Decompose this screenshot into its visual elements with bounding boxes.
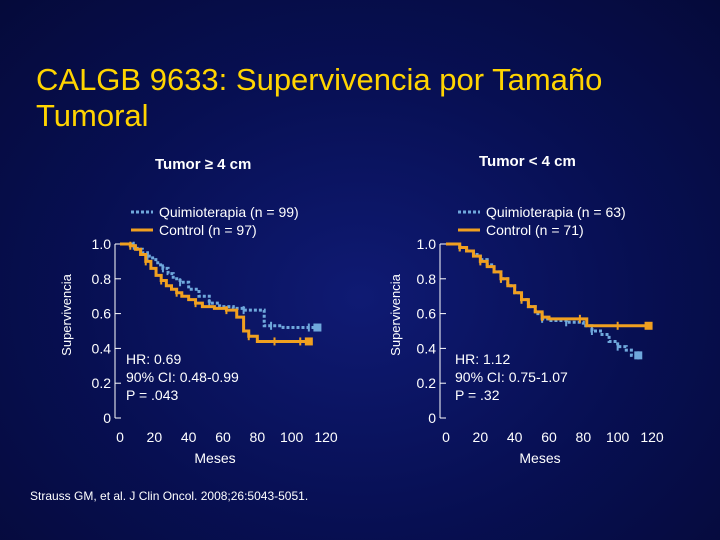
chart-right-control-curve <box>446 242 649 328</box>
citation: Strauss GM, et al. J Clin Oncol. 2008;26… <box>30 489 309 503</box>
chart-right-y-axis-label: Supervivencia <box>388 273 403 355</box>
chart-left-y-axis-label: Supervivencia <box>59 273 74 355</box>
chart-left-x-tick-label: 40 <box>181 429 197 445</box>
chart-right-x-tick-label: 0 <box>442 429 450 445</box>
chart-right-y-tick-label: 1.0 <box>417 236 437 252</box>
chart-right-y-tick-label: 0.4 <box>417 340 437 356</box>
chart-left-x-axis-label: Meses <box>194 450 235 466</box>
chart-left-y-tick-label: 0.2 <box>92 375 112 391</box>
chart-right-chemo-end-marker <box>634 351 643 360</box>
chart-left-x-tick-label: 120 <box>314 429 338 445</box>
chart-left-y-tick-label: 0.6 <box>92 306 112 322</box>
chart-right-y-tick-label: 0 <box>428 410 436 426</box>
chart-right-stats-line: 90% CI: 0.75-1.07 <box>455 369 568 385</box>
chart-right-legend-chemo-label: Quimioterapia (n = 63) <box>486 204 626 220</box>
chart-left-legend-control-label: Control (n = 97) <box>159 222 257 238</box>
chart-left-y-tick-label: 0.8 <box>92 271 112 287</box>
chart-right-stats-line: HR: 1.12 <box>455 351 510 367</box>
chart-right-y-tick-label: 0.6 <box>417 306 437 322</box>
chart-right-legend-control-label: Control (n = 71) <box>486 222 584 238</box>
panel-title-right: Tumor < 4 cm <box>479 153 576 170</box>
chart-right-y-tick-label: 0.2 <box>417 375 437 391</box>
slide-title: CALGB 9633: Supervivencia por Tamaño Tum… <box>36 62 603 133</box>
chart-left-stats-line: HR: 0.69 <box>126 351 181 367</box>
chart-left-y-tick-label: 0.4 <box>92 340 112 356</box>
chart-right-x-axis-label: Meses <box>519 450 560 466</box>
chart-left-chemo-curve <box>120 242 318 330</box>
chart-left-y-tick-label: 0 <box>103 410 111 426</box>
chart-left-chemo-end-marker <box>313 323 322 332</box>
chart-left-stats-line: P = .043 <box>126 387 179 403</box>
chart-right-stats-line: P = .32 <box>455 387 500 403</box>
chart-left-x-tick-label: 80 <box>250 429 266 445</box>
chart-left-x-tick-label: 0 <box>116 429 124 445</box>
chart-left-x-tick-label: 60 <box>215 429 231 445</box>
chart-right-x-tick-label: 120 <box>640 429 664 445</box>
chart-left-legend-chemo-label: Quimioterapia (n = 99) <box>159 204 299 220</box>
chart-right-control-end-marker <box>644 321 653 330</box>
chart-left-stats-line: 90% CI: 0.48-0.99 <box>126 369 239 385</box>
chart-right-x-tick-label: 60 <box>541 429 557 445</box>
chart-left-x-tick-label: 100 <box>280 429 304 445</box>
chart-left-x-tick-label: 20 <box>147 429 163 445</box>
chart-right-x-tick-label: 80 <box>576 429 592 445</box>
chart-right-x-tick-label: 100 <box>606 429 630 445</box>
panel-title-left: Tumor ≥ 4 cm <box>155 156 252 173</box>
chart-right-y-tick-label: 0.8 <box>417 271 437 287</box>
chart-left-y-tick-label: 1.0 <box>92 236 112 252</box>
chart-right-x-tick-label: 40 <box>507 429 523 445</box>
chart-left-control-end-marker <box>304 337 313 346</box>
chart-right-chemo-curve <box>446 242 639 357</box>
chart-right-x-tick-label: 20 <box>473 429 489 445</box>
